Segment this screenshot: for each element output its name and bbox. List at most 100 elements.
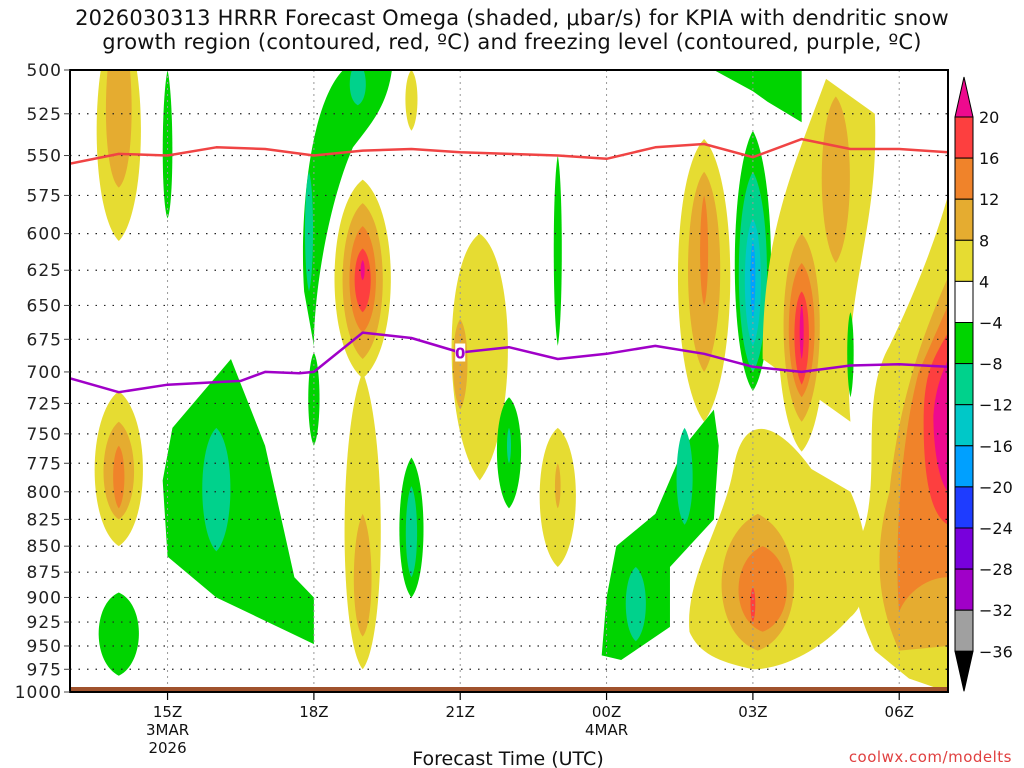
shade-upward-8 [821, 96, 850, 264]
x-tick-label: 18Z [299, 703, 328, 721]
y-tick-label: 650 [27, 296, 62, 316]
y-tick-label: 575 [27, 186, 62, 206]
y-tick-label: 700 [27, 363, 62, 383]
y-tick-label: 750 [27, 425, 62, 445]
y-tick-label: 850 [27, 537, 62, 557]
freezing-level-contour [70, 331, 948, 394]
shade-upward-8 [353, 513, 372, 637]
shade-downward-8 [202, 427, 231, 552]
colorbar-band [954, 568, 974, 611]
colorbar-band [954, 527, 974, 570]
colorbar-label: −24 [979, 519, 1013, 538]
x-tick-label: 00Z [592, 703, 621, 721]
y-tick-label: 600 [27, 225, 62, 245]
x-tick-label: 21Z [446, 703, 475, 721]
y-tick-label: 975 [27, 660, 62, 680]
shade-downward-8 [349, 70, 366, 106]
colorbar-label: −28 [979, 560, 1013, 579]
shade-downward-8 [625, 567, 646, 642]
y-tick-label: 925 [27, 613, 62, 633]
colorbar-label: −20 [979, 478, 1013, 497]
shade-downward-4 [162, 70, 173, 219]
colorbar-band [954, 363, 974, 406]
colorbar-min-arrow [954, 650, 974, 692]
chart-title: 2026030313 HRRR Forecast Omega (shaded, … [0, 6, 1024, 54]
shade-downward-4 [302, 70, 392, 346]
shade-downward-4 [308, 352, 320, 446]
x-axis-label: Forecast Time (UTC) [412, 748, 603, 768]
shade-downward-4 [98, 592, 139, 676]
y-tick-label: 950 [27, 637, 62, 657]
colorbar-max-arrow [954, 76, 974, 118]
colorbar-band [954, 116, 974, 159]
shade-upward-20 [933, 359, 948, 492]
y-tick-label: 800 [27, 483, 62, 503]
colorbar-label: 4 [979, 272, 989, 291]
colorbar-band [954, 404, 974, 447]
y-tick-label: 775 [27, 454, 62, 474]
shade-upward-20 [360, 260, 365, 281]
plot-frame [69, 69, 949, 693]
credit-link[interactable]: coolwx.com/modelts [849, 748, 1012, 766]
shade-upward-12 [738, 546, 787, 632]
colorbar-label: −12 [979, 396, 1013, 415]
shade-upward-16 [354, 248, 371, 313]
colorbar-label: 12 [979, 190, 999, 209]
shade-upward-12 [113, 445, 125, 509]
contour-label-bg [455, 343, 466, 362]
colorbar-band [954, 322, 974, 365]
ground-strip [70, 687, 948, 693]
y-tick-label: 550 [27, 147, 62, 167]
y-tick-label: 625 [27, 261, 62, 281]
shade-upward-12 [700, 195, 709, 306]
shade-downward-4 [847, 312, 854, 398]
y-tick-label: 875 [27, 563, 62, 583]
colorbar-label: −8 [979, 355, 1003, 374]
y-tick-label: 500 [27, 61, 62, 81]
y-tick-label: 675 [27, 330, 62, 350]
colorbar-label: −4 [979, 314, 1003, 333]
y-tick-label: 1000 [15, 683, 62, 703]
colorbar-band [954, 609, 974, 652]
shade-upward-8 [554, 463, 561, 509]
chart-title-line1: 2026030313 HRRR Forecast Omega (shaded, … [75, 6, 949, 30]
colorbar: 20 16 12 8 4 −4 −8 −12 −16 −20 −24 −28 −32 −36 [954, 76, 1013, 692]
shade-upward-4 [405, 70, 418, 131]
shade-downward-8 [676, 427, 693, 525]
colorbar-label: −32 [979, 601, 1013, 620]
colorbar-band [954, 280, 974, 323]
colorbar-label: −36 [979, 642, 1013, 661]
shade-downward-4 [162, 359, 314, 645]
colorbar-band [954, 239, 974, 282]
shade-upward-20 [799, 305, 804, 360]
colorbar-band [954, 445, 974, 488]
contour-lines: 0 [70, 137, 948, 394]
shade-downward-8 [506, 427, 512, 464]
omega-shading [94, 70, 948, 692]
x-tick-date: 3MAR [146, 721, 189, 739]
x-tick-year: 2026 [148, 739, 186, 757]
y-tick-label: 825 [27, 510, 62, 530]
x-tick-label: 03Z [738, 703, 767, 721]
x-tick-date: 4MAR [585, 721, 628, 739]
shade-upward-4 [451, 233, 508, 481]
x-tick-label: 15Z [153, 703, 182, 721]
x-tick-label: 06Z [885, 703, 914, 721]
colorbar-label: 16 [979, 149, 999, 168]
y-tick-label: 725 [27, 394, 62, 414]
y-axis-ticks: 500 525 550 575 600 625 650 675 700 725 750 775 800 8… [15, 61, 70, 703]
y-tick-label: 900 [27, 588, 62, 608]
chart-title-line2: growth region (contoured, red, ºC) and f… [102, 30, 922, 54]
shade-downward-8 [304, 171, 314, 292]
shade-upward-8 [105, 70, 132, 188]
freezing-level-contour-label: 0 [455, 344, 465, 362]
shade-downward-4 [713, 70, 802, 123]
y-tick-label: 525 [27, 105, 62, 125]
colorbar-label: 20 [979, 108, 999, 127]
colorbar-label: 8 [979, 231, 989, 250]
colorbar-band [954, 198, 974, 241]
dendritic-growth-contour [70, 137, 948, 165]
shade-downward-4 [553, 155, 562, 346]
